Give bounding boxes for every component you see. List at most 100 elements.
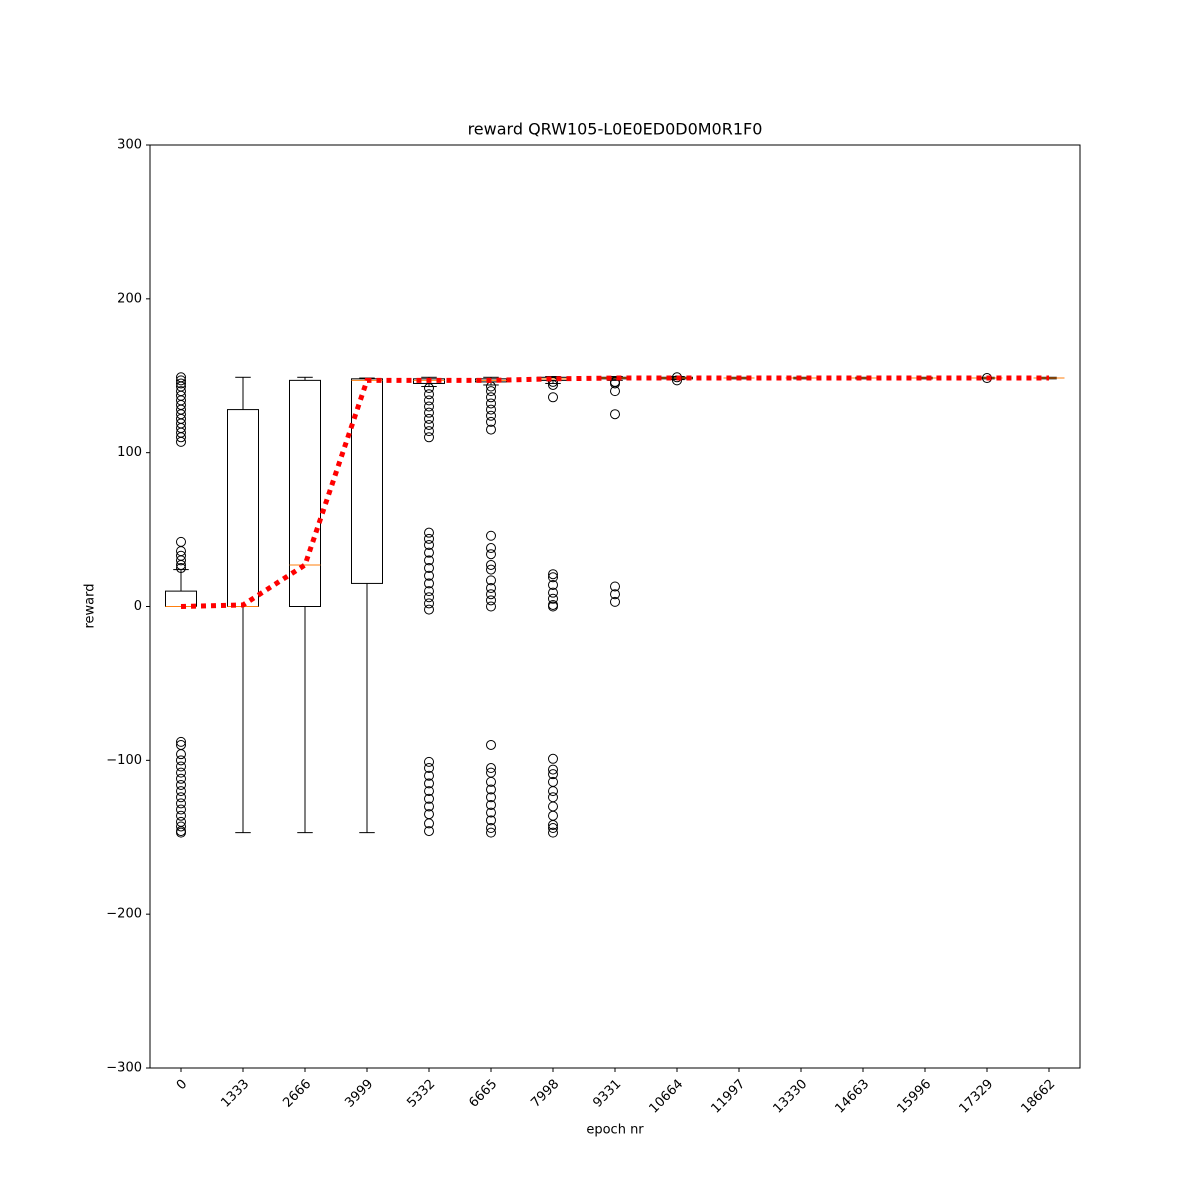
- outlier: [548, 376, 558, 387]
- outlier: [486, 392, 496, 403]
- outlier: [424, 770, 434, 781]
- outlier: [548, 801, 558, 812]
- outlier: [486, 583, 496, 594]
- outlier: [176, 792, 186, 803]
- outlier: [424, 786, 434, 797]
- outlier: [486, 404, 496, 415]
- outlier: [548, 792, 558, 803]
- outlier: [548, 392, 558, 403]
- outlier: [672, 372, 682, 383]
- outlier: [176, 375, 186, 386]
- outlier: [486, 543, 496, 554]
- y-tick-label: −300: [106, 1061, 142, 1076]
- outlier: [176, 378, 186, 389]
- outlier: [548, 786, 558, 797]
- outlier: [548, 579, 558, 590]
- outlier: [176, 786, 186, 797]
- outlier: [176, 779, 186, 790]
- outlier: [486, 410, 496, 421]
- outlier: [486, 784, 496, 795]
- outlier: [424, 419, 434, 430]
- outlier: [176, 559, 186, 570]
- outlier: [424, 801, 434, 812]
- outlier: [424, 533, 434, 544]
- outlier: [424, 763, 434, 774]
- outlier: [424, 539, 434, 550]
- box: [351, 378, 383, 584]
- plot-frame: [149, 144, 1081, 1069]
- outlier: [486, 386, 496, 397]
- outlier: [176, 563, 186, 574]
- outlier: [176, 798, 186, 809]
- outlier: [176, 736, 186, 747]
- chart-title: reward QRW105-L0E0ED0D0M0R1F0: [468, 120, 763, 139]
- outlier: [424, 586, 434, 597]
- outlier: [424, 547, 434, 558]
- x-tick-label: 5332: [404, 1077, 438, 1111]
- x-tick-label: 17329: [956, 1077, 996, 1117]
- outlier: [548, 572, 558, 583]
- outlier: [424, 598, 434, 609]
- outlier: [424, 578, 434, 589]
- outlier: [424, 793, 434, 804]
- outlier: [610, 589, 620, 600]
- outlier: [610, 581, 620, 592]
- x-tick-label: 0: [174, 1077, 190, 1093]
- outlier: [486, 799, 496, 810]
- x-tick-label: 13330: [770, 1077, 810, 1117]
- y-tick-label: 100: [117, 445, 142, 460]
- outlier: [424, 592, 434, 603]
- y-axis-label: reward: [83, 583, 98, 628]
- outlier: [424, 604, 434, 615]
- x-tick-label: 15996: [894, 1077, 934, 1117]
- outlier: [176, 536, 186, 547]
- y-tick-label: 200: [117, 291, 142, 306]
- outlier: [486, 416, 496, 427]
- x-axis-label: epoch nr: [586, 1123, 644, 1138]
- outlier: [548, 753, 558, 764]
- outlier: [982, 373, 992, 384]
- outlier: [424, 383, 434, 394]
- outlier: [486, 792, 496, 803]
- outlier: [486, 823, 496, 834]
- outlier: [486, 559, 496, 570]
- outlier: [176, 804, 186, 815]
- outlier: [486, 398, 496, 409]
- outlier: [424, 395, 434, 406]
- x-tick-label: 2666: [280, 1077, 314, 1111]
- outlier: [486, 549, 496, 560]
- outlier: [424, 527, 434, 538]
- outlier: [424, 570, 434, 581]
- outlier: [486, 424, 496, 435]
- outlier: [424, 432, 434, 443]
- outlier: [486, 589, 496, 600]
- outlier: [176, 810, 186, 821]
- outlier: [610, 378, 620, 389]
- outlier: [176, 767, 186, 778]
- outlier: [548, 601, 558, 612]
- outlier: [424, 555, 434, 566]
- outlier: [176, 432, 186, 443]
- box: [289, 379, 321, 607]
- x-tick-label: 1333: [218, 1077, 252, 1111]
- outlier: [424, 407, 434, 418]
- outlier: [548, 769, 558, 780]
- x-tick-label: 7998: [528, 1077, 562, 1111]
- outlier: [176, 827, 186, 838]
- outlier: [424, 426, 434, 437]
- outlier: [176, 821, 186, 832]
- outlier: [548, 827, 558, 838]
- x-tick-label: 14663: [832, 1077, 872, 1117]
- outlier: [610, 596, 620, 607]
- outlier: [424, 413, 434, 424]
- outlier: [486, 564, 496, 575]
- outlier: [486, 776, 496, 787]
- outlier: [176, 761, 186, 772]
- x-tick-label: 11997: [708, 1077, 748, 1117]
- outlier: [424, 826, 434, 837]
- outlier: [424, 756, 434, 767]
- box: [227, 409, 259, 607]
- outlier: [424, 818, 434, 829]
- outlier: [486, 739, 496, 750]
